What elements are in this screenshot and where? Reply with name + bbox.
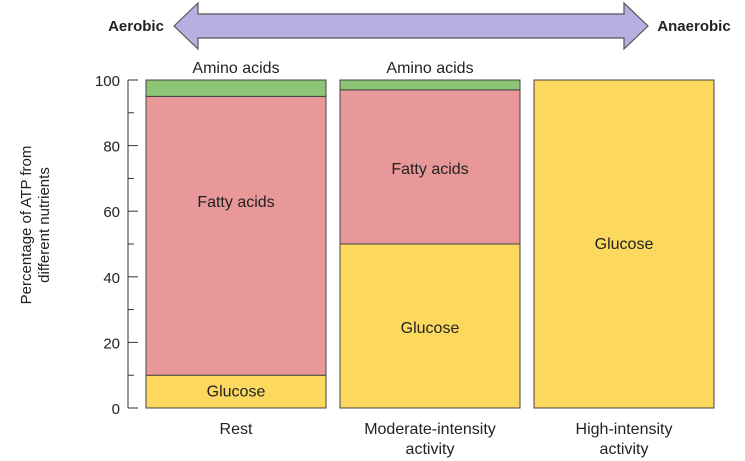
y-tick-label: 60 [103, 204, 120, 221]
bar-segment-fatty-acids [145, 95, 327, 376]
y-tick-label: 80 [103, 139, 120, 156]
bar-segment-glucose [145, 374, 327, 409]
segment-label-amino-acids: Amino acids [386, 60, 473, 77]
y-tick-label: 40 [103, 270, 120, 287]
x-category-label: High-intensity activity [576, 421, 673, 458]
segment-label-fatty-acids: Fatty acids [197, 194, 274, 211]
segment-label-glucose: Glucose [595, 236, 654, 253]
bar-segment-amino-acids [339, 79, 521, 91]
segment-label-amino-acids: Amino acids [192, 60, 279, 77]
y-axis: 0 20 40 60 80 100 Percentage of ATP fromdiffer… [18, 73, 138, 418]
segment-label-fatty-acids: Fatty acids [391, 161, 468, 178]
aerobic-label: Aerobic [108, 18, 164, 35]
segment-label-glucose: Glucose [207, 384, 266, 401]
y-tick-label: 0 [112, 401, 120, 418]
y-tick-label: 20 [103, 335, 120, 352]
segment-label-glucose: Glucose [401, 320, 460, 337]
labels: Glucose Fatty acids Amino acids Glucose Fatt… [192, 60, 672, 458]
x-category-label: Rest [220, 421, 253, 438]
bar-segment-amino-acids [145, 79, 327, 97]
y-axis-label: Percentage of ATP fromdifferent nutrient… [18, 146, 53, 305]
anaerobic-label: Anaerobic [657, 18, 730, 35]
x-category-label: Moderate-intensity activity [364, 421, 496, 458]
bars [145, 79, 715, 409]
bar-segment-fatty-acids [339, 89, 521, 245]
y-tick-label: 100 [95, 73, 120, 90]
bar-segment-glucose [339, 243, 521, 409]
aerobic-anaerobic-arrow: Aerobic Anaerobic [108, 1, 731, 51]
double-arrow-shape [173, 1, 649, 51]
bar-segment-glucose [533, 79, 715, 409]
